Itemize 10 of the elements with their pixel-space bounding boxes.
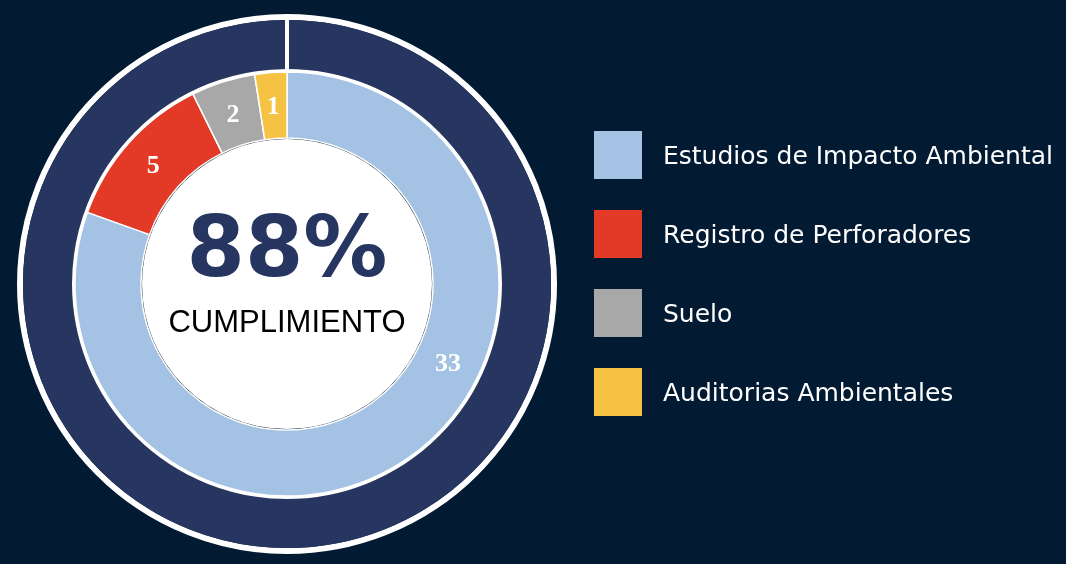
legend-label: Estudios de Impacto Ambiental [663,140,1054,170]
legend-label: Suelo [663,298,733,328]
data-label: 2 [226,98,240,128]
text: CUMPLIMIENTO [168,304,406,339]
data-label: 33 [435,347,462,377]
data-label: 1 [266,91,280,121]
data-label: 5 [146,150,160,180]
legend-label: Registro de Perforadores [663,219,972,249]
text: 88% [186,198,388,296]
legend-label: Auditorias Ambientales [663,377,954,407]
